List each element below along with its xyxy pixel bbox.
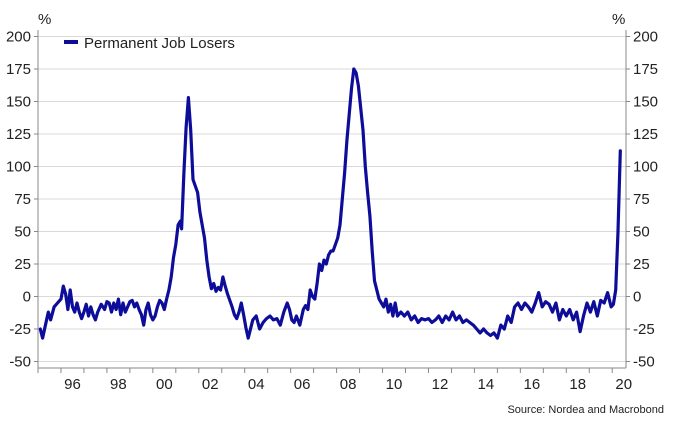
x-tick-label-14: 14 (478, 376, 495, 393)
y-tick-label-left: 25 (14, 256, 31, 273)
legend: Permanent Job Losers (64, 35, 235, 52)
y-tick-label-left: -25 (9, 321, 31, 338)
x-tick-label-98: 98 (110, 376, 127, 393)
axes (34, 30, 630, 373)
x-tick-label-10: 10 (386, 376, 403, 393)
x-tick-label-04: 04 (248, 376, 265, 393)
x-tick-label-16: 16 (523, 376, 540, 393)
y-tick-label-right: 25 (633, 256, 650, 273)
legend-swatch (64, 40, 78, 44)
series-line-0 (38, 67, 622, 340)
y-tick-label-left: 0 (23, 289, 31, 306)
y-axis-unit-right: % (612, 11, 625, 28)
y-tick-label-right: 175 (633, 61, 658, 78)
y-tick-label-right: -50 (633, 354, 655, 371)
y-tick-label-left: 125 (6, 126, 31, 143)
y-tick-label-right: 125 (633, 126, 658, 143)
y-tick-label-left: 50 (14, 224, 31, 241)
series-layer (38, 67, 622, 340)
source-note: Source: Nordea and Macrobond (507, 404, 664, 416)
y-tick-label-right: 100 (633, 159, 658, 176)
y-tick-label-left: 175 (6, 61, 31, 78)
y-tick-label-right: 50 (633, 224, 650, 241)
x-tick-label-00: 00 (156, 376, 173, 393)
y-axis-unit-left: % (38, 11, 51, 28)
y-tick-label-right: 200 (633, 29, 658, 46)
y-tick-label-left: 200 (6, 29, 31, 46)
legend-label: Permanent Job Losers (84, 35, 235, 52)
x-tick-label-18: 18 (569, 376, 586, 393)
y-tick-label-right: -25 (633, 321, 655, 338)
gridlines (38, 36, 626, 362)
x-tick-label-08: 08 (340, 376, 357, 393)
x-tick-label-96: 96 (64, 376, 81, 393)
y-tick-label-right: 75 (633, 191, 650, 208)
x-tick-label-02: 02 (202, 376, 219, 393)
x-tick-label-06: 06 (294, 376, 311, 393)
y-tick-label-left: 100 (6, 159, 31, 176)
y-tick-label-left: -50 (9, 354, 31, 371)
y-tick-label-left: 75 (14, 191, 31, 208)
x-tick-label-20: 20 (615, 376, 632, 393)
y-tick-label-right: 150 (633, 94, 658, 111)
x-tick-label-12: 12 (432, 376, 449, 393)
y-tick-label-right: 0 (633, 289, 641, 306)
y-tick-label-left: 150 (6, 94, 31, 111)
